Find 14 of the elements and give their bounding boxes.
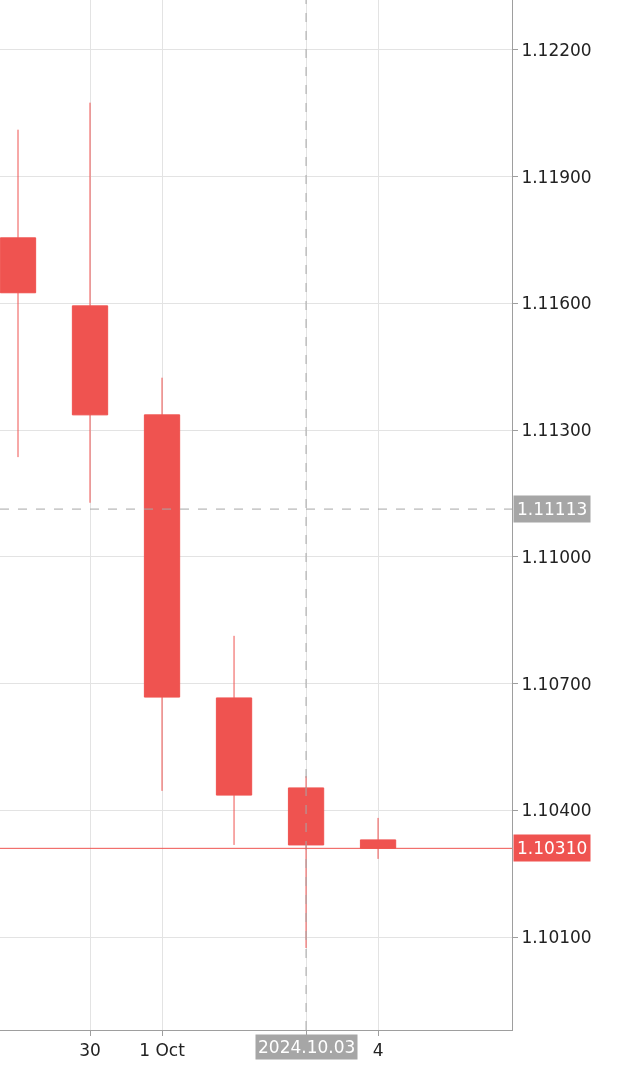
y-tick-label: 1.10700 [521,673,592,694]
y-tick-label: 1.11900 [521,166,592,187]
x-tick-label: 2024.10.03 [258,1037,356,1057]
ref-line-label: 1.11113 [517,499,588,519]
y-tick-label: 1.10100 [521,927,592,947]
x-tick-label: 30 [79,1040,101,1061]
x-tick-label: 4 [372,1040,384,1061]
y-tick-label: 1.12200 [521,39,592,60]
y-tick-label: 1.11000 [521,546,592,567]
y-tick-label: 1.10400 [521,800,592,821]
y-tick-label: 1.11600 [521,293,592,314]
y-tick-label: 1.11300 [521,420,592,441]
ref-line-label: 1.10310 [517,838,588,858]
x-tick-label: 1 Oct [139,1040,186,1061]
